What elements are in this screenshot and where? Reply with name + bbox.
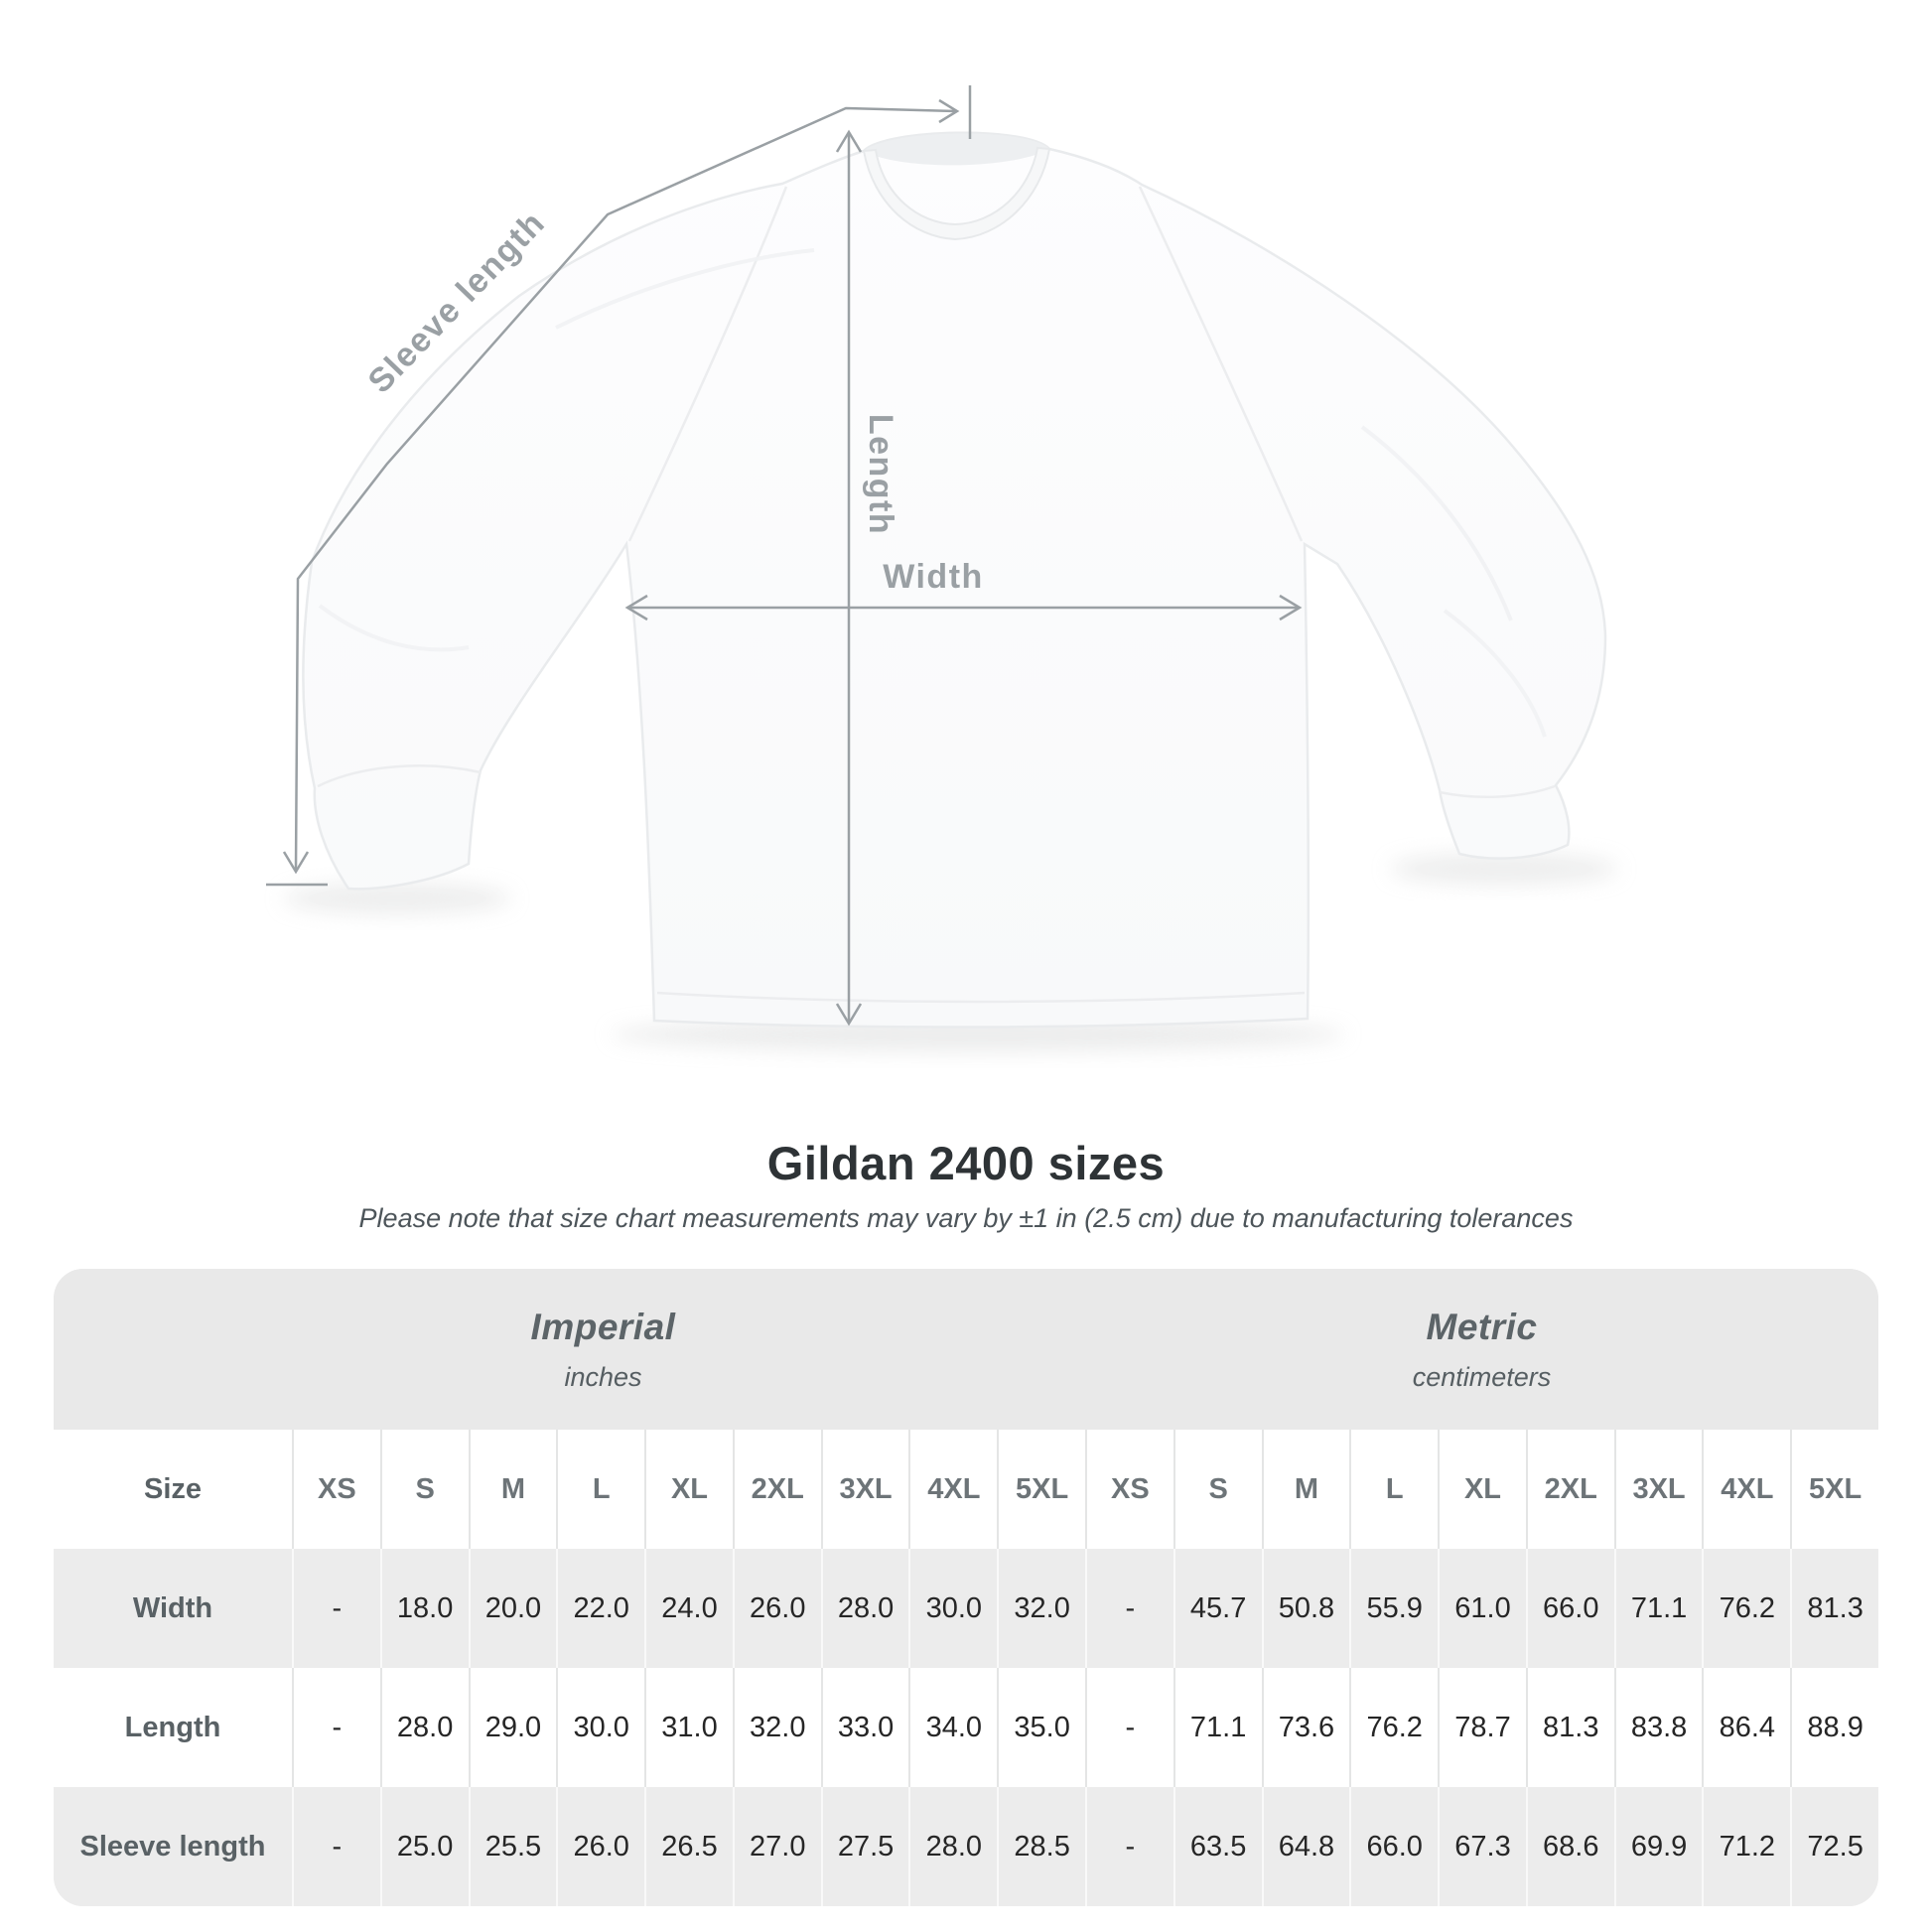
- size-table: Imperial inches Metric centimeters Size …: [54, 1269, 1878, 1906]
- size-header: XL: [644, 1430, 733, 1549]
- table-cell: 69.9: [1613, 1787, 1703, 1906]
- table-cell: 26.0: [732, 1549, 821, 1668]
- size-header: L: [556, 1430, 645, 1549]
- row-label-width: Width: [54, 1549, 292, 1668]
- table-cell: 28.0: [820, 1549, 909, 1668]
- size-header: M: [468, 1430, 557, 1549]
- table-cell: 28.5: [997, 1787, 1085, 1906]
- size-header: L: [1349, 1430, 1439, 1549]
- table-cell: 68.6: [1525, 1787, 1614, 1906]
- table-cell: 27.5: [820, 1787, 909, 1906]
- row-label-sleeve-length: Sleeve length: [54, 1787, 292, 1906]
- table-cell: 78.7: [1438, 1668, 1526, 1787]
- shirt-illustration: Sleeve length Length Width: [266, 85, 1618, 1051]
- table-cell: 66.0: [1525, 1549, 1614, 1668]
- table-cell: 66.0: [1349, 1787, 1439, 1906]
- size-header: 4XL: [908, 1430, 998, 1549]
- table-cell: 76.2: [1349, 1668, 1439, 1787]
- tolerance-note: Please note that size chart measurements…: [358, 1203, 1574, 1233]
- table-cell: 81.3: [1525, 1668, 1614, 1787]
- table-cell: 27.0: [732, 1787, 821, 1906]
- size-header: 2XL: [732, 1430, 821, 1549]
- table-cell: 26.0: [556, 1787, 645, 1906]
- table-cell: 20.0: [468, 1549, 557, 1668]
- size-header: XL: [1438, 1430, 1526, 1549]
- sleeve-length-arrow: [266, 85, 972, 887]
- table-cell: 33.0: [820, 1668, 909, 1787]
- table-cell: 64.8: [1261, 1787, 1350, 1906]
- table-cell: 30.0: [556, 1668, 645, 1787]
- table-cell: 22.0: [556, 1549, 645, 1668]
- unit-group-name: Metric: [1426, 1306, 1538, 1347]
- shirt-wrinkles: [318, 248, 1547, 738]
- table-cell: 72.5: [1790, 1787, 1878, 1906]
- size-header: S: [1173, 1430, 1262, 1549]
- table-cell: -: [1085, 1549, 1173, 1668]
- size-header: 3XL: [1613, 1430, 1703, 1549]
- size-header: 5XL: [1790, 1430, 1878, 1549]
- unit-group-unit: inches: [564, 1361, 642, 1392]
- table-cell: 88.9: [1790, 1668, 1878, 1787]
- length-arrow: [835, 129, 863, 1027]
- table-cell: -: [292, 1668, 380, 1787]
- table-cell: 29.0: [468, 1668, 557, 1787]
- table-cell: 71.2: [1702, 1787, 1791, 1906]
- unit-group-name: Imperial: [530, 1306, 676, 1347]
- table-cell: 24.0: [644, 1549, 733, 1668]
- table-cell: -: [1085, 1668, 1173, 1787]
- table-cell: 45.7: [1173, 1549, 1262, 1668]
- table-cell: 81.3: [1790, 1549, 1878, 1668]
- table-cell: 26.5: [644, 1787, 733, 1906]
- table-cell: 28.0: [908, 1787, 998, 1906]
- width-label: Width: [883, 558, 984, 596]
- size-header: XS: [1085, 1430, 1173, 1549]
- table-cell: 63.5: [1173, 1787, 1262, 1906]
- table-cell: 32.0: [997, 1549, 1085, 1668]
- size-header: XS: [292, 1430, 380, 1549]
- unit-group-metric: Metric centimeters: [1085, 1269, 1878, 1430]
- width-arrow: [624, 594, 1303, 621]
- table-cell: 35.0: [997, 1668, 1085, 1787]
- size-header: 5XL: [997, 1430, 1085, 1549]
- shirt-measurement-figure: Sleeve length Length Width: [266, 85, 1618, 1051]
- table-cell: 67.3: [1438, 1787, 1526, 1906]
- unit-group-unit: centimeters: [1412, 1361, 1552, 1392]
- table-cell: 30.0: [908, 1549, 998, 1668]
- size-column-label: Size: [54, 1430, 292, 1549]
- table-cell: 61.0: [1438, 1549, 1526, 1668]
- size-header: 3XL: [820, 1430, 909, 1549]
- size-header: 2XL: [1525, 1430, 1614, 1549]
- table-cell: -: [292, 1787, 380, 1906]
- table-cell: 83.8: [1613, 1668, 1703, 1787]
- size-header: S: [379, 1430, 469, 1549]
- table-cell: 25.0: [379, 1787, 469, 1906]
- table-cell: 18.0: [379, 1549, 469, 1668]
- table-cell: 71.1: [1173, 1668, 1262, 1787]
- shirt-seams: [317, 186, 1556, 1004]
- unit-group-imperial: Imperial inches: [54, 1269, 1085, 1430]
- collar-back: [864, 133, 1049, 166]
- row-label-length: Length: [54, 1668, 292, 1787]
- table-cell: 31.0: [644, 1668, 733, 1787]
- table-cell: 55.9: [1349, 1549, 1439, 1668]
- table-cell: -: [1085, 1787, 1173, 1906]
- table-cell: 76.2: [1702, 1549, 1791, 1668]
- collar-band: [862, 146, 1051, 241]
- table-cell: 50.8: [1261, 1549, 1350, 1668]
- table-cell: 71.1: [1613, 1549, 1703, 1668]
- table-cell: -: [292, 1549, 380, 1668]
- table-cell: 32.0: [732, 1668, 821, 1787]
- table-cell: 86.4: [1702, 1668, 1791, 1787]
- size-header: M: [1261, 1430, 1350, 1549]
- size-header: 4XL: [1702, 1430, 1791, 1549]
- table-cell: 34.0: [908, 1668, 998, 1787]
- page-title: Gildan 2400 sizes: [766, 1137, 1166, 1189]
- table-cell: 73.6: [1261, 1668, 1350, 1787]
- length-label: Length: [862, 414, 899, 535]
- table-cell: 28.0: [379, 1668, 469, 1787]
- table-cell: 25.5: [468, 1787, 557, 1906]
- shirt-body: [302, 131, 1607, 1029]
